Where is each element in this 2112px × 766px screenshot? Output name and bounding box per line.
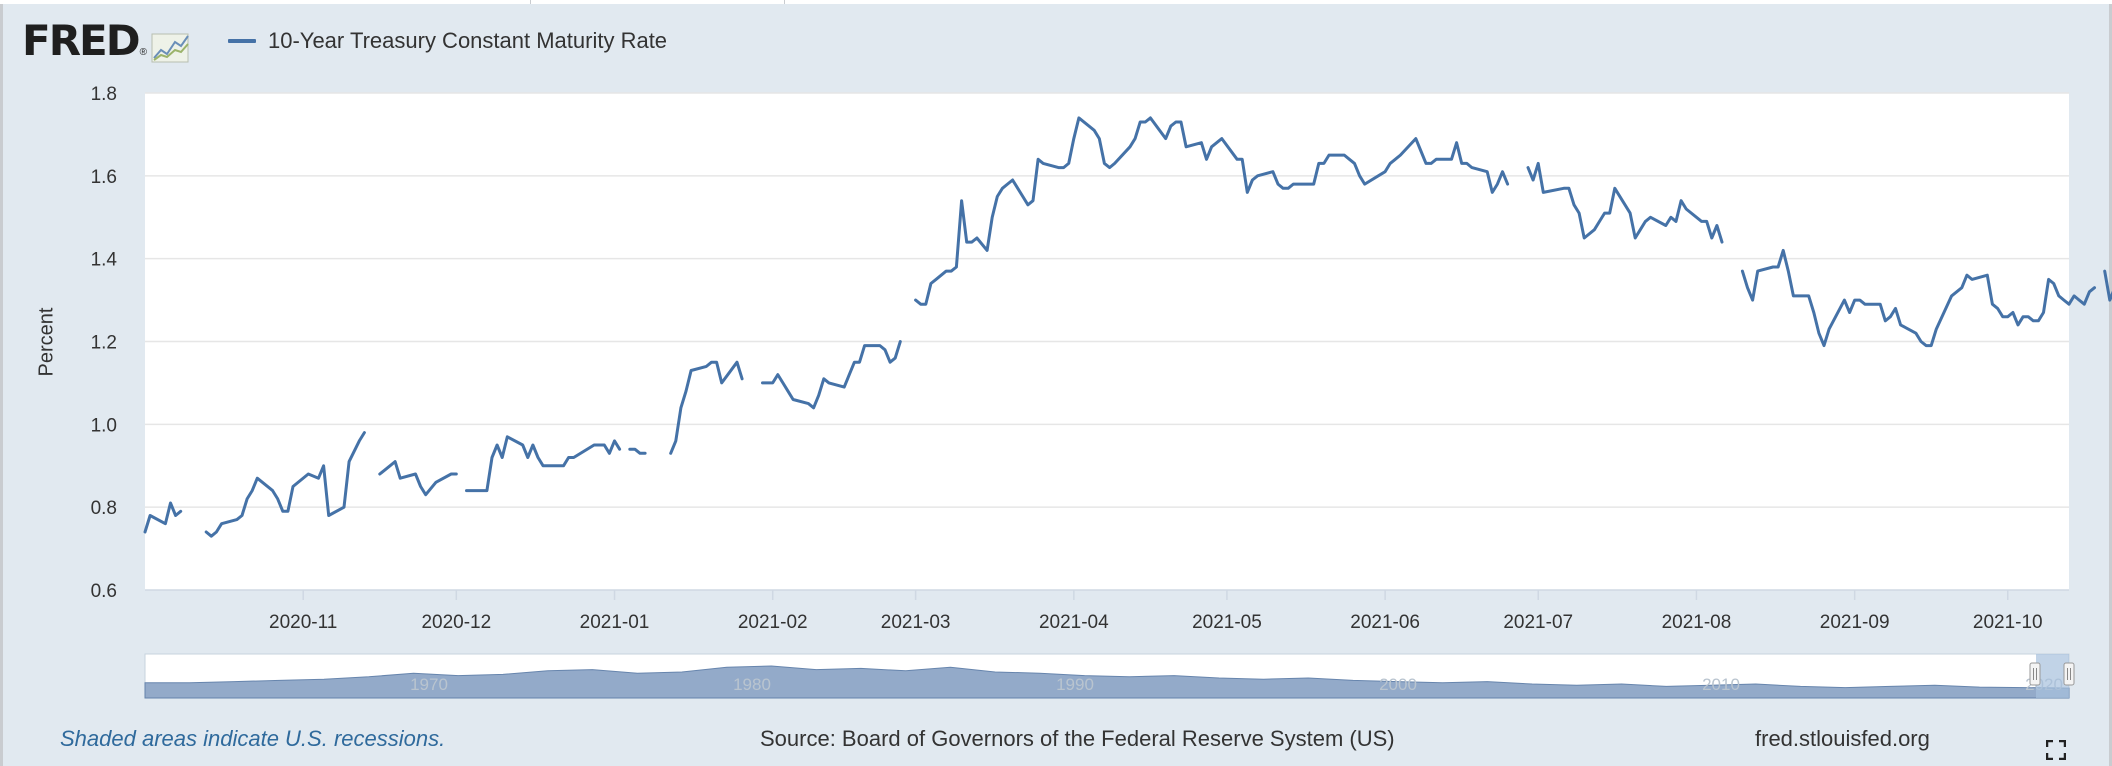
navigator-year-label: 2010 <box>1702 675 1740 694</box>
x-tick-label: 2021-03 <box>881 612 951 633</box>
navigator-year-label: 1980 <box>733 675 771 694</box>
x-tick-label: 2021-02 <box>738 612 808 633</box>
top-border <box>0 0 2112 4</box>
y-axis-ticks: 0.6 0.8 1.0 1.2 1.4 1.6 1.8 <box>91 84 118 602</box>
x-tick-label: 2020-11 <box>269 612 337 633</box>
x-tick-label: 2020-12 <box>421 612 491 633</box>
navigator-year-label: 1970 <box>410 675 448 694</box>
legend-swatch <box>228 39 256 43</box>
x-tick-label: 2021-06 <box>1350 612 1420 633</box>
y-tick-label: 0.6 <box>91 581 117 602</box>
navigator-left-handle[interactable] <box>2029 662 2041 686</box>
recession-note: Shaded areas indicate U.S. recessions. <box>60 726 446 751</box>
series-line-segment <box>2103 269 2112 302</box>
top-border-divider <box>784 0 785 4</box>
series-line-segment <box>1740 248 2096 348</box>
navigator-year-label: 1990 <box>1056 675 1094 694</box>
top-border-divider <box>530 0 531 4</box>
series-line-segment <box>465 435 622 493</box>
x-axis-ticks: 2020-11 2020-12 2021-01 2021-02 2021-03 2021-… <box>145 589 2069 633</box>
y-tick-label: 1.6 <box>91 167 117 188</box>
x-tick-label: 2021-04 <box>1039 612 1109 633</box>
y-tick-label: 1.2 <box>91 333 117 354</box>
fred-logo-text: FRED <box>22 16 141 65</box>
series-line-segment <box>761 340 902 410</box>
x-tick-label: 2021-08 <box>1662 612 1732 633</box>
line-chart[interactable]: 0.6 0.8 1.0 1.2 1.4 1.6 1.8 2020-11 2020-12 2021… <box>0 0 2112 700</box>
series-line-segment <box>914 116 1510 306</box>
navigator-history-area <box>144 665 2070 699</box>
legend-label: 10-Year Treasury Constant Maturity Rate <box>268 28 668 53</box>
series-lines <box>143 116 2112 538</box>
range-navigator: 197019801990200020102020 <box>144 653 2075 699</box>
chart-legend[interactable]: 10-Year Treasury Constant Maturity Rate <box>228 28 667 54</box>
series-line-segment <box>628 447 647 455</box>
x-tick-label: 2021-10 <box>1973 612 2043 633</box>
x-tick-label: 2021-07 <box>1503 612 1573 633</box>
series-line-segment <box>143 501 183 534</box>
navigator-right-handle[interactable] <box>2063 662 2075 686</box>
y-tick-label: 0.8 <box>91 498 117 519</box>
registered-mark: ® <box>139 47 147 58</box>
x-tick-label: 2021-01 <box>580 612 650 633</box>
series-line-segment <box>669 360 744 455</box>
y-tick-label: 1.0 <box>91 415 117 436</box>
x-tick-label: 2021-09 <box>1820 612 1890 633</box>
series-line-segment <box>378 460 458 497</box>
x-tick-label: 2021-05 <box>1192 612 1262 633</box>
fullscreen-icon[interactable] <box>2046 740 2066 760</box>
fred-logo[interactable]: FRED ® <box>22 18 191 64</box>
series-line-segment <box>204 431 366 538</box>
y-tick-label: 1.8 <box>91 84 117 105</box>
y-tick-label: 1.4 <box>91 250 118 271</box>
navigator-year-label: 2000 <box>1379 675 1417 694</box>
source-credit: Source: Board of Governors of the Federa… <box>760 726 1395 751</box>
site-link[interactable]: fred.stlouisfed.org <box>1755 726 1930 751</box>
series-line-segment <box>1526 161 1724 244</box>
gridlines <box>145 92 2069 508</box>
fred-graph-icon <box>151 33 189 63</box>
